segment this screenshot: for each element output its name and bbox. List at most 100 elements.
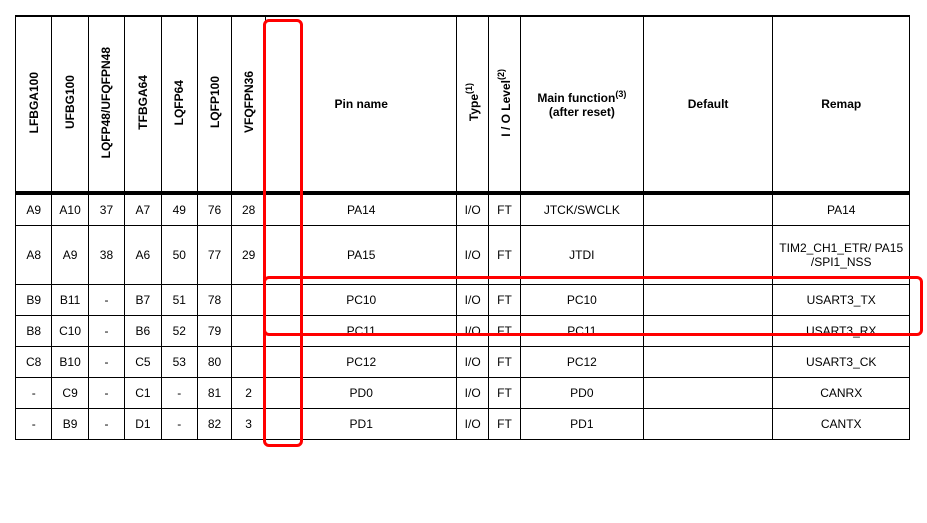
- cell: B9: [16, 285, 52, 316]
- cell: 81: [197, 378, 231, 409]
- cell: D1: [125, 409, 161, 440]
- cell: 80: [197, 347, 231, 378]
- cell: USART3_TX: [773, 285, 910, 316]
- cell: 50: [161, 226, 197, 285]
- pinout-table: LFBGA100 UFBG100 LQFP48/UFQFPN48 TFBGA64…: [15, 15, 910, 440]
- cell: PD1: [266, 409, 457, 440]
- col-lqfp48: LQFP48/UFQFPN48: [88, 16, 124, 193]
- cell: PC12: [520, 347, 643, 378]
- cell: -: [161, 378, 197, 409]
- cell: I/O: [457, 226, 489, 285]
- cell: PA15: [266, 226, 457, 285]
- cell: PC12: [266, 347, 457, 378]
- cell: -: [88, 316, 124, 347]
- cell: B10: [52, 347, 88, 378]
- cell: B11: [52, 285, 88, 316]
- cell: B7: [125, 285, 161, 316]
- col-default: Default: [643, 16, 773, 193]
- cell: PD0: [266, 378, 457, 409]
- cell: PD0: [520, 378, 643, 409]
- cell: 79: [197, 316, 231, 347]
- col-lqfp64: LQFP64: [161, 16, 197, 193]
- cell: FT: [489, 226, 521, 285]
- cell: PC11: [266, 316, 457, 347]
- cell: PC10: [266, 285, 457, 316]
- cell: 51: [161, 285, 197, 316]
- cell: PC11: [520, 316, 643, 347]
- cell: -: [88, 378, 124, 409]
- table-row: -C9-C1-812PD0I/OFTPD0CANRX: [16, 378, 910, 409]
- cell: B6: [125, 316, 161, 347]
- cell: FT: [489, 285, 521, 316]
- cell: -: [88, 285, 124, 316]
- cell: USART3_RX: [773, 316, 910, 347]
- col-ufbg100: UFBG100: [52, 16, 88, 193]
- cell: 28: [232, 193, 266, 226]
- cell: PA14: [266, 193, 457, 226]
- cell: -: [88, 409, 124, 440]
- cell: A9: [52, 226, 88, 285]
- cell: A10: [52, 193, 88, 226]
- cell: [643, 285, 773, 316]
- cell: I/O: [457, 409, 489, 440]
- cell: [232, 347, 266, 378]
- cell: JTCK/SWCLK: [520, 193, 643, 226]
- cell: A8: [16, 226, 52, 285]
- col-pin-name: Pin name: [266, 16, 457, 193]
- table-row: B8C10-B65279PC11I/OFTPC11USART3_RX: [16, 316, 910, 347]
- col-lqfp100: LQFP100: [197, 16, 231, 193]
- col-io-level: I / O Level(2): [489, 16, 521, 193]
- col-remap: Remap: [773, 16, 910, 193]
- cell: FT: [489, 193, 521, 226]
- col-tfbga64: TFBGA64: [125, 16, 161, 193]
- cell: I/O: [457, 193, 489, 226]
- cell: PC10: [520, 285, 643, 316]
- cell: 77: [197, 226, 231, 285]
- cell: [643, 226, 773, 285]
- cell: 52: [161, 316, 197, 347]
- cell: -: [16, 409, 52, 440]
- cell: -: [16, 378, 52, 409]
- cell: 29: [232, 226, 266, 285]
- cell: TIM2_CH1_ETR/ PA15 /SPI1_NSS: [773, 226, 910, 285]
- cell: 78: [197, 285, 231, 316]
- col-main-function: Main function(3)(after reset): [520, 16, 643, 193]
- cell: 38: [88, 226, 124, 285]
- col-type: Type(1): [457, 16, 489, 193]
- cell: I/O: [457, 347, 489, 378]
- cell: JTDI: [520, 226, 643, 285]
- cell: 2: [232, 378, 266, 409]
- cell: A9: [16, 193, 52, 226]
- cell: 3: [232, 409, 266, 440]
- table-row: C8B10-C55380PC12I/OFTPC12USART3_CK: [16, 347, 910, 378]
- cell: PD1: [520, 409, 643, 440]
- table-row: A9A1037A7497628PA14I/OFTJTCK/SWCLKPA14: [16, 193, 910, 226]
- cell: [643, 409, 773, 440]
- cell: CANTX: [773, 409, 910, 440]
- cell: C10: [52, 316, 88, 347]
- cell: A7: [125, 193, 161, 226]
- cell: I/O: [457, 316, 489, 347]
- cell: B8: [16, 316, 52, 347]
- cell: FT: [489, 409, 521, 440]
- cell: [643, 378, 773, 409]
- col-vfqfpn36: VFQFPN36: [232, 16, 266, 193]
- cell: PA14: [773, 193, 910, 226]
- cell: C8: [16, 347, 52, 378]
- cell: FT: [489, 316, 521, 347]
- cell: 49: [161, 193, 197, 226]
- cell: A6: [125, 226, 161, 285]
- cell: -: [161, 409, 197, 440]
- cell: FT: [489, 347, 521, 378]
- cell: [232, 316, 266, 347]
- cell: CANRX: [773, 378, 910, 409]
- header-row: LFBGA100 UFBG100 LQFP48/UFQFPN48 TFBGA64…: [16, 16, 910, 193]
- cell: -: [88, 347, 124, 378]
- cell: C1: [125, 378, 161, 409]
- cell: 76: [197, 193, 231, 226]
- table-row: -B9-D1-823PD1I/OFTPD1CANTX: [16, 409, 910, 440]
- cell: I/O: [457, 285, 489, 316]
- cell: B9: [52, 409, 88, 440]
- table-row: A8A938A6507729PA15I/OFTJTDI TIM2_CH1_ETR/…: [16, 226, 910, 285]
- cell: I/O: [457, 378, 489, 409]
